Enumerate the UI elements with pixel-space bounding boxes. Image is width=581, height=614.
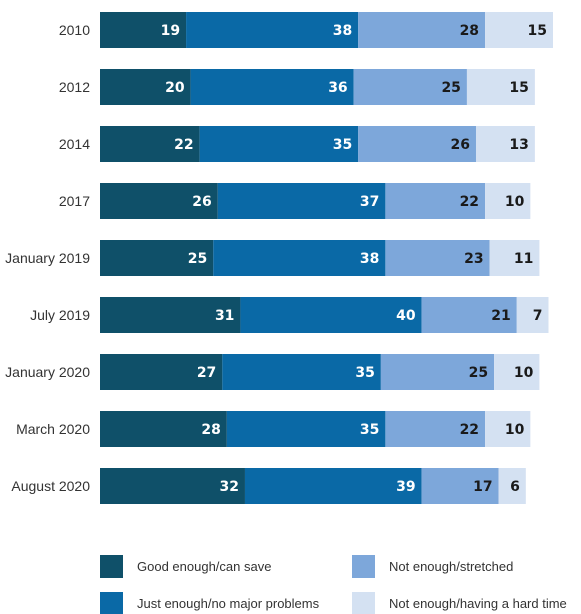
- bar-segment: [358, 126, 476, 162]
- data-label: 22: [460, 194, 479, 210]
- data-label: 27: [197, 365, 216, 381]
- legend-swatch: [100, 555, 123, 578]
- data-label: 11: [514, 251, 533, 267]
- bar-segment: [516, 297, 549, 333]
- data-label: 15: [509, 80, 528, 96]
- bar-segment: [190, 69, 354, 105]
- data-label: 32: [219, 479, 238, 495]
- data-label: 10: [514, 365, 534, 381]
- data-label: 38: [360, 251, 379, 267]
- bar-segment: [186, 12, 359, 48]
- legend-swatch: [352, 555, 375, 578]
- legend: Good enough/can save Just enough/no major…: [100, 555, 567, 614]
- bar-segment: [485, 12, 553, 48]
- legend-swatch: [352, 592, 375, 614]
- bar-segment: [353, 69, 467, 105]
- category-label: March 2020: [16, 421, 90, 437]
- bar-segment: [100, 468, 245, 504]
- category-label: 2010: [59, 22, 90, 38]
- data-label: 10: [505, 422, 525, 438]
- category-label: 2012: [59, 79, 90, 95]
- data-label: 19: [161, 23, 180, 39]
- data-label: 25: [441, 80, 460, 96]
- data-label: 20: [165, 80, 185, 96]
- bar-segment: [485, 411, 531, 447]
- data-label: 22: [460, 422, 479, 438]
- data-label: 22: [174, 137, 193, 153]
- data-label: 28: [460, 23, 479, 39]
- data-label: 31: [215, 308, 234, 324]
- data-label: 17: [473, 479, 492, 495]
- category-label: January 2019: [5, 250, 90, 266]
- data-label: 38: [333, 23, 352, 39]
- data-label: 39: [396, 479, 415, 495]
- legend-label: Good enough/can save: [137, 559, 271, 574]
- data-label: 10: [505, 194, 525, 210]
- bar-segment: [494, 354, 540, 390]
- data-label: 40: [396, 308, 416, 324]
- data-label: 7: [533, 308, 543, 324]
- bar-segment: [100, 12, 187, 48]
- legend-swatch: [100, 592, 123, 614]
- bar-segment: [421, 468, 499, 504]
- data-label: 35: [333, 137, 352, 153]
- bar-segment: [421, 297, 517, 333]
- data-label: 21: [491, 308, 510, 324]
- bar-segment: [100, 183, 218, 219]
- bar-segment: [485, 183, 531, 219]
- bar-segment: [100, 126, 200, 162]
- data-label: 26: [192, 194, 211, 210]
- category-labels: 2010 2012 2014 2017 January 2019 July 2019 Jan…: [5, 22, 90, 494]
- bars-group: 19 38 28 15 20 36 25 15 22 35 26 13 26 37 22 10 25 38 23 11…: [100, 12, 553, 504]
- category-label: July 2019: [30, 307, 90, 323]
- bar-segment: [226, 411, 386, 447]
- category-label: August 2020: [11, 478, 90, 494]
- data-label: 13: [509, 137, 528, 153]
- bar-segment: [100, 411, 227, 447]
- data-label: 37: [360, 194, 379, 210]
- bar-segment: [380, 354, 495, 390]
- bar-segment: [244, 468, 422, 504]
- legend-label: Not enough/having a hard time: [389, 596, 567, 611]
- bar-segment: [100, 240, 214, 276]
- data-label: 23: [464, 251, 483, 267]
- legend-label: Not enough/stretched: [389, 559, 513, 574]
- bar-segment: [213, 240, 386, 276]
- category-label: January 2020: [5, 364, 90, 380]
- data-label: 36: [328, 80, 347, 96]
- bar-segment: [475, 126, 535, 162]
- bar-segment: [489, 240, 540, 276]
- bar-segment: [385, 183, 486, 219]
- bar-segment: [217, 183, 386, 219]
- legend-label: Just enough/no major problems: [137, 596, 320, 611]
- bar-segment: [199, 126, 359, 162]
- bar-segment: [385, 240, 490, 276]
- data-label: 15: [528, 23, 547, 39]
- data-label: 25: [469, 365, 488, 381]
- bar-segment: [358, 12, 486, 48]
- bar-segment: [385, 411, 486, 447]
- bar-segment: [466, 69, 535, 105]
- bar-segment: [100, 69, 191, 105]
- bar-segment: [222, 354, 381, 390]
- bar-segment: [498, 468, 526, 504]
- bar-segment: [100, 354, 223, 390]
- bar-segment: [100, 297, 241, 333]
- category-label: 2017: [59, 193, 90, 209]
- category-label: 2014: [59, 136, 90, 152]
- data-label: 28: [201, 422, 220, 438]
- data-label: 35: [355, 365, 374, 381]
- data-label: 35: [360, 422, 379, 438]
- data-label: 26: [451, 137, 470, 153]
- bar-segment: [240, 297, 422, 333]
- data-label: 6: [510, 479, 520, 495]
- data-label: 25: [188, 251, 207, 267]
